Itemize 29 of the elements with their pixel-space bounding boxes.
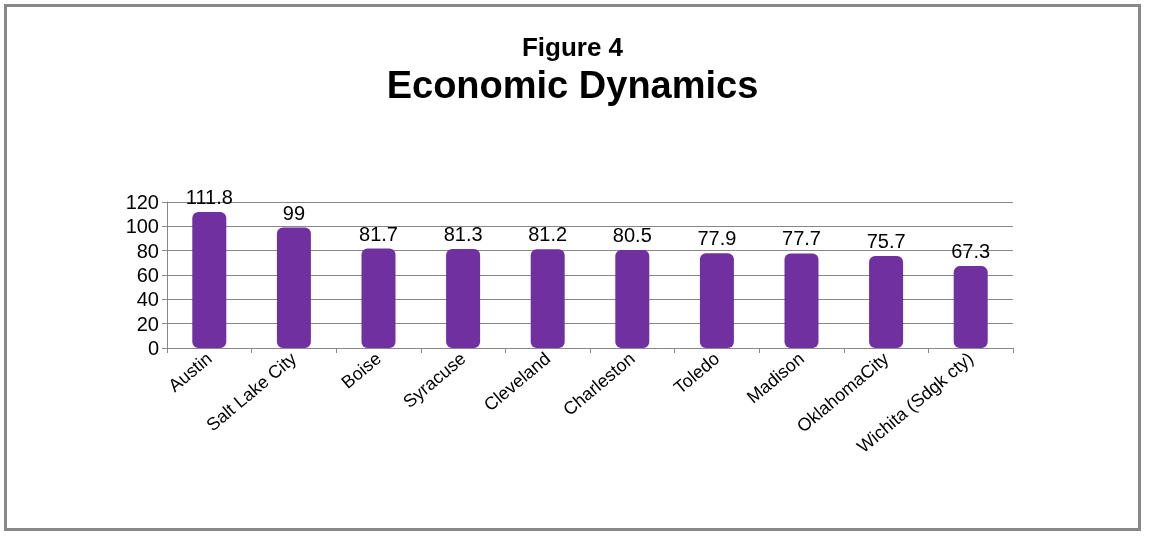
- bar: [530, 249, 565, 348]
- y-tick-label: 80: [136, 239, 159, 262]
- y-tick-label: 100: [125, 215, 159, 238]
- data-label: 81.3: [443, 223, 483, 246]
- y-tick-label: 20: [136, 312, 159, 335]
- data-label: 75.7: [866, 229, 906, 252]
- data-label: 111.8: [185, 185, 233, 208]
- bar: [784, 253, 819, 348]
- bar: [446, 249, 481, 348]
- y-tick-label: 40: [136, 288, 159, 311]
- y-tick-label: 0: [147, 337, 159, 359]
- chart-subtitle: Economic Dynamics: [386, 64, 759, 106]
- bar: [276, 227, 311, 348]
- data-label: 67.3: [951, 240, 991, 263]
- chart-title: Figure 4: [521, 32, 624, 62]
- bar: [869, 255, 904, 348]
- data-label: 77.9: [697, 227, 737, 250]
- y-tick-label: 120: [125, 191, 159, 213]
- y-tick-label: 60: [136, 264, 159, 286]
- bar: [953, 266, 988, 348]
- data-label: 77.7: [782, 227, 821, 250]
- bar: [361, 248, 396, 348]
- bar: [699, 253, 734, 348]
- data-label: 81.2: [528, 223, 568, 246]
- bar: [192, 211, 227, 348]
- data-label: 81.7: [359, 222, 398, 245]
- bar: [615, 250, 650, 348]
- data-label: 80.5: [612, 224, 652, 247]
- data-label: 99: [282, 201, 306, 224]
